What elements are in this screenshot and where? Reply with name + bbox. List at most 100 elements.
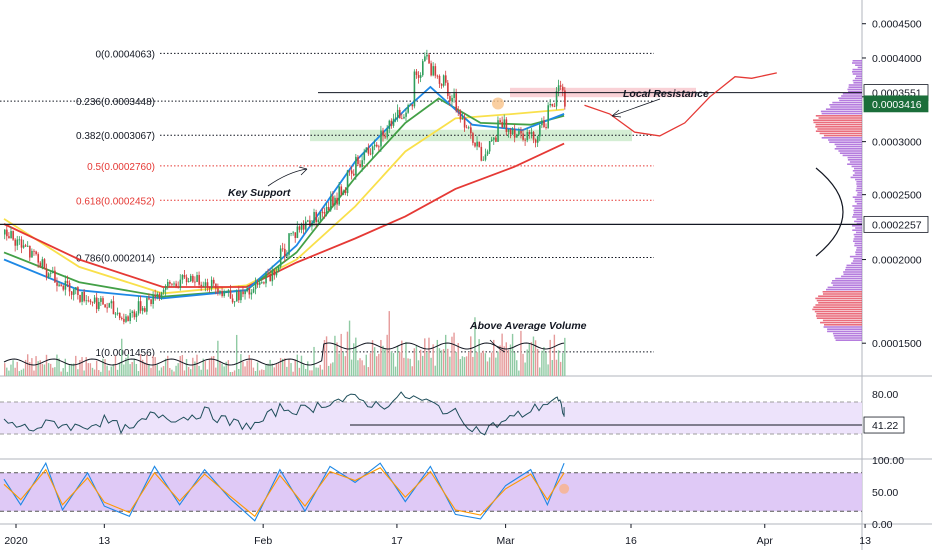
volume-bar: [363, 365, 365, 376]
volume-bar: [484, 353, 487, 376]
volume-bar: [555, 359, 558, 376]
volume-profile-bar: [825, 288, 862, 291]
volume-bar: [77, 369, 79, 376]
candle: [60, 284, 63, 286]
volume-profile-bar: [818, 117, 862, 119]
volume-bar: [106, 365, 108, 376]
volume-bar: [129, 364, 131, 376]
volume-bar: [248, 354, 250, 376]
candle: [470, 127, 472, 134]
candle: [79, 294, 81, 302]
volume-bar: [81, 357, 83, 376]
candle: [478, 141, 481, 147]
volume-bar: [444, 334, 447, 376]
annotation-arrow: [611, 98, 661, 117]
volume-profile-bar: [852, 60, 862, 62]
volume-bar: [317, 367, 319, 376]
volume-profile: [812, 60, 862, 341]
volume-bar: [238, 368, 240, 376]
volume-bar: [409, 358, 411, 376]
volume-bar: [350, 359, 353, 376]
volume-bar: [451, 336, 453, 376]
moving-averages: [3, 85, 565, 300]
moving-average-line: [3, 97, 565, 298]
volume-bar: [210, 356, 213, 376]
candle: [81, 291, 83, 302]
volume-bar: [394, 366, 397, 376]
volume-profile-bar: [854, 198, 862, 201]
candle: [388, 120, 391, 130]
candle: [490, 139, 493, 142]
candle: [543, 120, 545, 128]
volume-bar: [20, 369, 23, 376]
candle: [254, 282, 257, 290]
candle: [177, 286, 180, 288]
volume-bar: [4, 363, 6, 376]
candle: [39, 262, 42, 268]
volume-bar: [482, 350, 485, 376]
volume-bar: [373, 347, 376, 376]
volume-bar: [273, 367, 276, 376]
volume-bar: [56, 354, 58, 376]
projected-path[interactable]: [584, 72, 777, 137]
volume-bar: [37, 361, 39, 376]
volume-profile-bar: [813, 119, 862, 121]
volume-bar: [453, 332, 455, 376]
volume-bar: [162, 366, 165, 376]
volume-bar: [72, 363, 75, 376]
volume-bar: [302, 364, 305, 376]
volume-bar: [12, 360, 14, 376]
candle: [265, 273, 267, 284]
volume-bar: [200, 369, 202, 376]
volume-profile-bar: [854, 200, 862, 203]
stoch-tick-label: 100.00: [872, 455, 904, 467]
volume-bar: [532, 336, 535, 376]
price-highlight-dot: [492, 97, 504, 110]
volume-bar: [292, 371, 294, 376]
volume-profile-bar: [852, 79, 862, 82]
volume-bar: [150, 367, 152, 376]
candle: [357, 156, 359, 165]
fibonacci-levels[interactable]: 0(0.0004063) 0.236(0.0003448) 0.382(0.0003…: [0, 49, 654, 359]
candle: [304, 221, 307, 230]
volume-profile-bar: [855, 253, 862, 256]
volume-profile-bar: [854, 77, 862, 80]
candle: [557, 85, 560, 92]
drawings[interactable]: [0, 72, 862, 353]
candle: [539, 125, 541, 137]
volume-bar: [279, 357, 282, 376]
volume-profile-bar: [838, 97, 862, 99]
volume-bar: [309, 370, 311, 376]
volume-profile-bar: [855, 227, 862, 229]
volume-bar: [413, 348, 416, 376]
volume-bar: [26, 354, 29, 376]
candle: [447, 82, 449, 96]
candle: [463, 118, 466, 128]
volume-profile-bar: [856, 185, 862, 187]
volume-bar: [208, 358, 211, 376]
volume-bar: [204, 361, 207, 376]
candle: [269, 274, 272, 282]
volume-profile-bar: [856, 75, 862, 77]
volume-bar: [357, 360, 359, 376]
volume-profile-bar: [847, 156, 862, 159]
volume-profile-bar: [855, 231, 862, 234]
volume-profile-bar: [836, 145, 862, 148]
volume-bar: [428, 337, 430, 376]
volume-bar: [507, 349, 510, 376]
candle: [256, 282, 259, 285]
volume-bar: [399, 351, 401, 376]
candle: [146, 298, 148, 312]
volume-bar: [261, 369, 263, 376]
volume-bar: [378, 353, 380, 376]
candle: [384, 136, 386, 138]
candle: [313, 212, 315, 224]
candle: [141, 308, 144, 311]
volume-bar: [288, 358, 290, 376]
volume-profile-bar: [852, 260, 862, 262]
volume-profile-bar: [832, 284, 862, 286]
candle: [206, 282, 209, 288]
volume-bar: [503, 346, 505, 376]
